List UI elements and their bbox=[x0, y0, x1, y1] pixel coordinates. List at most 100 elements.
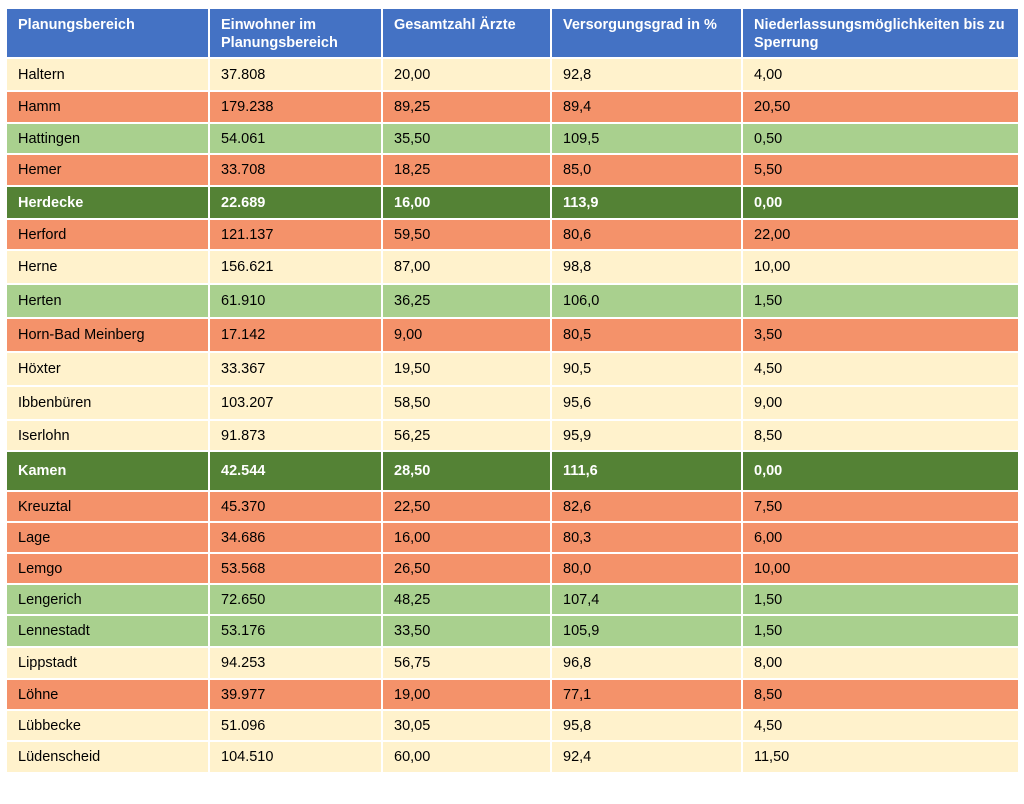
table-body: Haltern 37.808 20,00 92,8 4,00 Hamm 179.238 89,… bbox=[5, 57, 1020, 774]
cell-einwohner: 53.176 bbox=[208, 614, 383, 648]
cell-niederlassung: 10,00 bbox=[741, 249, 1020, 285]
cell-einwohner: 72.650 bbox=[208, 583, 383, 616]
cell-planungsbereich: Lübbecke bbox=[5, 709, 210, 742]
cell-niederlassung: 8,50 bbox=[741, 419, 1020, 452]
cell-niederlassung: 7,50 bbox=[741, 490, 1020, 523]
cell-aerzte: 20,00 bbox=[381, 57, 552, 92]
table-row: Ibbenbüren 103.207 58,50 95,6 9,00 bbox=[5, 385, 1020, 421]
cell-planungsbereich: Herne bbox=[5, 249, 210, 285]
cell-niederlassung: 0,00 bbox=[741, 185, 1020, 220]
cell-versorgungsgrad: 89,4 bbox=[550, 90, 743, 124]
cell-aerzte: 22,50 bbox=[381, 490, 552, 523]
cell-aerzte: 89,25 bbox=[381, 90, 552, 124]
cell-niederlassung: 20,50 bbox=[741, 90, 1020, 124]
table-header: Planungsbereich Einwohner im Planungsber… bbox=[5, 7, 1020, 59]
cell-einwohner: 53.568 bbox=[208, 552, 383, 585]
cell-aerzte: 56,75 bbox=[381, 646, 552, 680]
cell-planungsbereich: Lemgo bbox=[5, 552, 210, 585]
table-row: Lippstadt 94.253 56,75 96,8 8,00 bbox=[5, 646, 1020, 680]
cell-einwohner: 156.621 bbox=[208, 249, 383, 285]
cell-niederlassung: 4,50 bbox=[741, 709, 1020, 742]
cell-aerzte: 19,50 bbox=[381, 351, 552, 387]
cell-versorgungsgrad: 85,0 bbox=[550, 153, 743, 187]
cell-planungsbereich: Hamm bbox=[5, 90, 210, 124]
cell-planungsbereich: Kreuztal bbox=[5, 490, 210, 523]
cell-niederlassung: 1,50 bbox=[741, 583, 1020, 616]
table-row: Horn-Bad Meinberg 17.142 9,00 80,5 3,50 bbox=[5, 317, 1020, 353]
cell-versorgungsgrad: 80,0 bbox=[550, 552, 743, 585]
cell-einwohner: 33.708 bbox=[208, 153, 383, 187]
cell-niederlassung: 0,00 bbox=[741, 450, 1020, 492]
cell-planungsbereich: Lüdenscheid bbox=[5, 740, 210, 774]
cell-niederlassung: 10,00 bbox=[741, 552, 1020, 585]
cell-aerzte: 60,00 bbox=[381, 740, 552, 774]
cell-einwohner: 22.689 bbox=[208, 185, 383, 220]
cell-planungsbereich: Haltern bbox=[5, 57, 210, 92]
cell-einwohner: 37.808 bbox=[208, 57, 383, 92]
cell-niederlassung: 22,00 bbox=[741, 218, 1020, 251]
cell-planungsbereich: Iserlohn bbox=[5, 419, 210, 452]
cell-aerzte: 19,00 bbox=[381, 678, 552, 711]
cell-versorgungsgrad: 109,5 bbox=[550, 122, 743, 155]
cell-aerzte: 59,50 bbox=[381, 218, 552, 251]
header-row: Planungsbereich Einwohner im Planungsber… bbox=[5, 7, 1020, 59]
cell-planungsbereich: Löhne bbox=[5, 678, 210, 711]
cell-versorgungsgrad: 77,1 bbox=[550, 678, 743, 711]
cell-aerzte: 35,50 bbox=[381, 122, 552, 155]
cell-versorgungsgrad: 90,5 bbox=[550, 351, 743, 387]
header-gesamtzahl-aerzte: Gesamtzahl Ärzte bbox=[381, 7, 552, 59]
header-versorgungsgrad: Versorgungsgrad in % bbox=[550, 7, 743, 59]
cell-versorgungsgrad: 92,8 bbox=[550, 57, 743, 92]
cell-niederlassung: 4,00 bbox=[741, 57, 1020, 92]
cell-einwohner: 39.977 bbox=[208, 678, 383, 711]
cell-einwohner: 61.910 bbox=[208, 283, 383, 319]
cell-planungsbereich: Lennestadt bbox=[5, 614, 210, 648]
table-row: Hattingen 54.061 35,50 109,5 0,50 bbox=[5, 122, 1020, 155]
cell-planungsbereich: Ibbenbüren bbox=[5, 385, 210, 421]
cell-aerzte: 28,50 bbox=[381, 450, 552, 492]
cell-versorgungsgrad: 105,9 bbox=[550, 614, 743, 648]
cell-planungsbereich: Lengerich bbox=[5, 583, 210, 616]
cell-niederlassung: 11,50 bbox=[741, 740, 1020, 774]
cell-aerzte: 36,25 bbox=[381, 283, 552, 319]
table-row: Herten 61.910 36,25 106,0 1,50 bbox=[5, 283, 1020, 319]
cell-aerzte: 87,00 bbox=[381, 249, 552, 285]
table-row: Lemgo 53.568 26,50 80,0 10,00 bbox=[5, 552, 1020, 585]
cell-einwohner: 121.137 bbox=[208, 218, 383, 251]
header-einwohner: Einwohner im Planungsbereich bbox=[208, 7, 383, 59]
cell-planungsbereich: Lippstadt bbox=[5, 646, 210, 680]
cell-versorgungsgrad: 92,4 bbox=[550, 740, 743, 774]
cell-niederlassung: 8,50 bbox=[741, 678, 1020, 711]
cell-aerzte: 16,00 bbox=[381, 521, 552, 554]
table-row: Hamm 179.238 89,25 89,4 20,50 bbox=[5, 90, 1020, 124]
table-row: Höxter 33.367 19,50 90,5 4,50 bbox=[5, 351, 1020, 387]
cell-aerzte: 48,25 bbox=[381, 583, 552, 616]
table-row: Kreuztal 45.370 22,50 82,6 7,50 bbox=[5, 490, 1020, 523]
cell-planungsbereich: Kamen bbox=[5, 450, 210, 492]
cell-aerzte: 56,25 bbox=[381, 419, 552, 452]
table-row: Haltern 37.808 20,00 92,8 4,00 bbox=[5, 57, 1020, 92]
cell-aerzte: 16,00 bbox=[381, 185, 552, 220]
cell-planungsbereich: Hattingen bbox=[5, 122, 210, 155]
cell-aerzte: 33,50 bbox=[381, 614, 552, 648]
table-row: Lengerich 72.650 48,25 107,4 1,50 bbox=[5, 583, 1020, 616]
table-row: Iserlohn 91.873 56,25 95,9 8,50 bbox=[5, 419, 1020, 452]
table-row: Lüdenscheid 104.510 60,00 92,4 11,50 bbox=[5, 740, 1020, 774]
cell-einwohner: 104.510 bbox=[208, 740, 383, 774]
cell-planungsbereich: Lage bbox=[5, 521, 210, 554]
cell-versorgungsgrad: 80,3 bbox=[550, 521, 743, 554]
cell-versorgungsgrad: 106,0 bbox=[550, 283, 743, 319]
cell-einwohner: 51.096 bbox=[208, 709, 383, 742]
cell-planungsbereich: Hemer bbox=[5, 153, 210, 187]
cell-versorgungsgrad: 113,9 bbox=[550, 185, 743, 220]
cell-aerzte: 58,50 bbox=[381, 385, 552, 421]
cell-niederlassung: 6,00 bbox=[741, 521, 1020, 554]
cell-planungsbereich: Herdecke bbox=[5, 185, 210, 220]
cell-versorgungsgrad: 95,6 bbox=[550, 385, 743, 421]
cell-planungsbereich: Höxter bbox=[5, 351, 210, 387]
cell-versorgungsgrad: 111,6 bbox=[550, 450, 743, 492]
cell-einwohner: 91.873 bbox=[208, 419, 383, 452]
cell-planungsbereich: Horn-Bad Meinberg bbox=[5, 317, 210, 353]
header-niederlassungsmoeglichkeiten: Niederlassungsmöglichkeiten bis zu Sperr… bbox=[741, 7, 1020, 59]
cell-versorgungsgrad: 95,8 bbox=[550, 709, 743, 742]
